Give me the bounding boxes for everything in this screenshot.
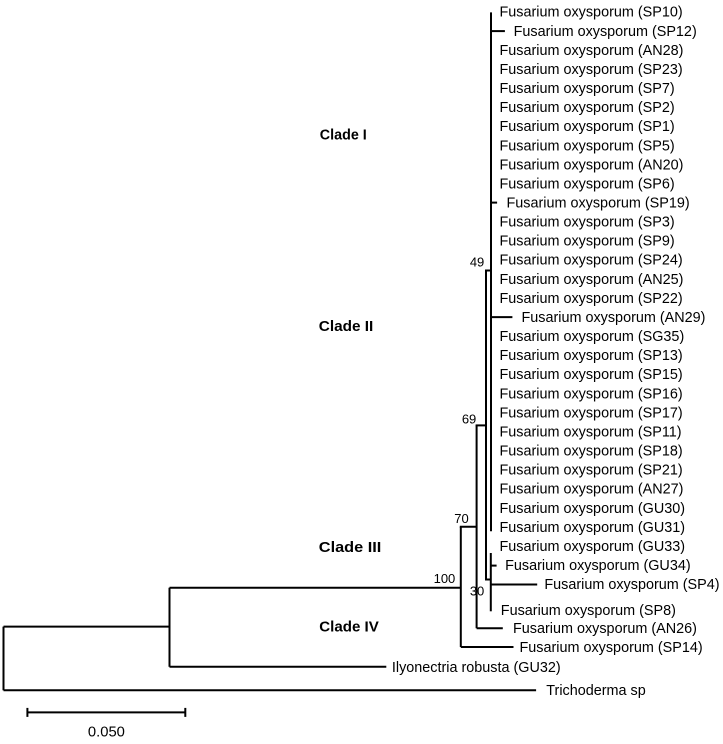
svg-text:Trichoderma sp: Trichoderma sp <box>546 683 645 699</box>
svg-text:Fusarium oxysporum (SP11): Fusarium oxysporum (SP11) <box>500 425 682 441</box>
svg-text:Fusarium oxysporum (SP18): Fusarium oxysporum (SP18) <box>500 444 683 460</box>
svg-text:Fusarium oxysporum (AN25): Fusarium oxysporum (AN25) <box>500 272 684 288</box>
svg-text:100: 100 <box>434 571 456 586</box>
svg-text:Fusarium oxysporum (SP23): Fusarium oxysporum (SP23) <box>500 62 683 78</box>
svg-text:Fusarium oxysporum (SP7): Fusarium oxysporum (SP7) <box>500 81 675 97</box>
svg-text:Fusarium oxysporum (GU31): Fusarium oxysporum (GU31) <box>500 520 686 536</box>
svg-text:Fusarium oxysporum (SG35): Fusarium oxysporum (SG35) <box>500 329 685 345</box>
svg-text:70: 70 <box>454 511 468 526</box>
svg-text:Fusarium oxysporum (SP17): Fusarium oxysporum (SP17) <box>500 405 683 421</box>
svg-text:Fusarium oxysporum (SP6): Fusarium oxysporum (SP6) <box>500 176 675 192</box>
svg-text:Fusarium oxysporum (GU34): Fusarium oxysporum (GU34) <box>505 558 691 574</box>
svg-text:69: 69 <box>462 411 476 426</box>
svg-text:Fusarium oxysporum (SP19): Fusarium oxysporum (SP19) <box>507 196 690 212</box>
svg-text:Fusarium oxysporum (SP10): Fusarium oxysporum (SP10) <box>500 5 683 21</box>
svg-text:Fusarium oxysporum (SP24): Fusarium oxysporum (SP24) <box>500 253 683 269</box>
svg-text:Fusarium oxysporum (SP3): Fusarium oxysporum (SP3) <box>500 215 675 231</box>
svg-text:Fusarium oxysporum (AN27): Fusarium oxysporum (AN27) <box>500 482 684 498</box>
svg-text:Fusarium oxysporum (AN20): Fusarium oxysporum (AN20) <box>500 157 684 173</box>
svg-text:Fusarium oxysporum (SP22): Fusarium oxysporum (SP22) <box>500 291 683 307</box>
svg-text:Clade III: Clade III <box>319 540 382 556</box>
svg-text:Fusarium oxysporum (SP4): Fusarium oxysporum (SP4) <box>544 577 719 593</box>
svg-text:Fusarium oxysporum (AN29): Fusarium oxysporum (AN29) <box>522 310 706 326</box>
svg-text:Clade I: Clade I <box>320 128 367 144</box>
svg-text:Fusarium oxysporum (AN26): Fusarium oxysporum (AN26) <box>513 621 697 637</box>
svg-text:Fusarium oxysporum (SP21): Fusarium oxysporum (SP21) <box>500 463 683 479</box>
svg-text:Ilyonectria robusta (GU32): Ilyonectria robusta (GU32) <box>392 660 561 676</box>
svg-text:Fusarium oxysporum (SP12): Fusarium oxysporum (SP12) <box>514 24 697 40</box>
svg-text:30: 30 <box>470 584 484 599</box>
svg-text:Fusarium oxysporum (SP1): Fusarium oxysporum (SP1) <box>500 119 675 135</box>
svg-text:0.050: 0.050 <box>88 725 125 741</box>
svg-text:Fusarium oxysporum (GU30): Fusarium oxysporum (GU30) <box>500 501 686 517</box>
svg-text:Clade II: Clade II <box>319 319 374 335</box>
svg-text:Clade IV: Clade IV <box>319 619 379 635</box>
svg-text:Fusarium oxysporum (SP9): Fusarium oxysporum (SP9) <box>500 234 675 250</box>
svg-text:Fusarium oxysporum (AN28): Fusarium oxysporum (AN28) <box>500 43 684 59</box>
svg-text:Fusarium oxysporum (SP8): Fusarium oxysporum (SP8) <box>501 603 676 619</box>
svg-text:Fusarium oxysporum (GU33): Fusarium oxysporum (GU33) <box>500 539 686 555</box>
svg-text:Fusarium oxysporum (SP15): Fusarium oxysporum (SP15) <box>500 367 683 383</box>
svg-text:49: 49 <box>470 255 484 270</box>
svg-text:Fusarium oxysporum (SP14): Fusarium oxysporum (SP14) <box>520 640 703 656</box>
svg-text:Fusarium oxysporum (SP2): Fusarium oxysporum (SP2) <box>500 100 675 116</box>
svg-text:Fusarium oxysporum (SP5): Fusarium oxysporum (SP5) <box>500 138 675 154</box>
svg-text:Fusarium oxysporum (SP16): Fusarium oxysporum (SP16) <box>500 386 683 402</box>
svg-text:Fusarium oxysporum (SP13): Fusarium oxysporum (SP13) <box>500 348 683 364</box>
